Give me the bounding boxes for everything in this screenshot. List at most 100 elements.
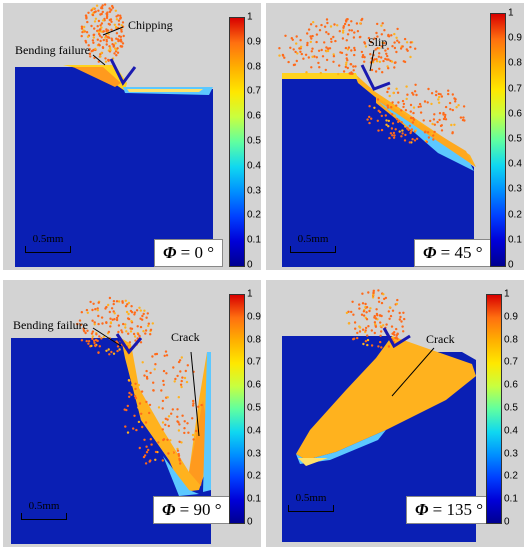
- particle: [108, 46, 112, 50]
- particle: [396, 39, 399, 42]
- particle: [320, 23, 323, 27]
- particle: [179, 370, 182, 373]
- particle: [97, 30, 100, 33]
- particle: [148, 411, 151, 415]
- particle: [401, 129, 404, 132]
- particle: [408, 141, 411, 144]
- particle: [393, 41, 396, 44]
- particle: [358, 326, 362, 329]
- particle: [89, 55, 92, 58]
- particle: [99, 13, 102, 16]
- particle: [191, 417, 194, 420]
- particle: [442, 111, 445, 115]
- particle: [392, 131, 396, 135]
- particle: [317, 49, 321, 52]
- particle: [361, 328, 365, 331]
- particle: [423, 100, 427, 103]
- phi-symbol: Φ: [162, 500, 176, 519]
- particle: [393, 66, 396, 69]
- particle: [393, 331, 396, 334]
- particle: [395, 118, 399, 121]
- particle: [102, 30, 106, 33]
- particle: [91, 308, 94, 312]
- colorbar-tick-label: 0: [508, 259, 514, 271]
- particle: [355, 22, 359, 25]
- particle: [94, 17, 98, 20]
- particle: [374, 317, 378, 320]
- particle: [173, 380, 176, 383]
- particle: [304, 53, 308, 56]
- particle: [315, 40, 318, 44]
- particle: [325, 31, 328, 34]
- particle: [363, 56, 366, 59]
- particle: [370, 117, 373, 120]
- particle: [332, 60, 335, 63]
- particle: [342, 25, 345, 28]
- colorbar-tick-label: 1: [508, 7, 514, 19]
- particle: [418, 102, 422, 106]
- particle: [368, 115, 371, 119]
- particle: [369, 53, 372, 56]
- particle: [375, 60, 379, 63]
- particle: [364, 45, 368, 48]
- particle: [334, 39, 337, 43]
- particle: [131, 383, 134, 387]
- particle: [437, 92, 440, 96]
- particle: [101, 10, 105, 14]
- particle: [389, 132, 393, 135]
- particle: [85, 308, 89, 312]
- particle: [110, 39, 114, 42]
- particle: [100, 337, 103, 340]
- particle: [371, 296, 375, 299]
- particle: [127, 317, 131, 321]
- particle: [82, 327, 85, 330]
- particle: [362, 342, 365, 346]
- particle: [360, 50, 364, 54]
- particle: [348, 72, 351, 75]
- particle: [181, 414, 184, 417]
- particle: [100, 22, 104, 25]
- particle: [86, 20, 89, 24]
- particle: [108, 296, 112, 300]
- particle: [185, 380, 189, 384]
- particle: [352, 36, 356, 39]
- particle: [129, 330, 133, 333]
- particle: [373, 106, 376, 110]
- particle: [358, 330, 362, 333]
- particle: [326, 47, 330, 50]
- particle: [129, 327, 132, 330]
- particle: [139, 341, 143, 344]
- particle: [167, 415, 171, 418]
- particle: [396, 298, 399, 302]
- particle: [169, 439, 172, 442]
- particle: [376, 35, 379, 38]
- particle: [395, 327, 398, 331]
- particle: [92, 339, 96, 342]
- particle: [387, 310, 390, 313]
- particle: [99, 39, 102, 43]
- particle: [134, 387, 137, 391]
- label-chipping: Chipping: [128, 18, 173, 32]
- particle: [298, 47, 301, 50]
- particle: [352, 338, 355, 341]
- particle: [120, 24, 123, 27]
- particle: [370, 329, 373, 332]
- particle: [108, 310, 112, 314]
- particle: [121, 301, 124, 304]
- colorbar-tick-label: 0.2: [247, 470, 261, 482]
- particle: [92, 36, 96, 39]
- particle: [344, 46, 348, 50]
- particle: [382, 324, 385, 327]
- particle: [94, 308, 97, 311]
- scale-bar-135: 0.5mm: [288, 492, 334, 512]
- particle: [99, 24, 102, 27]
- particle: [440, 129, 444, 132]
- particle: [388, 306, 392, 309]
- particle: [381, 71, 384, 74]
- particle: [320, 48, 323, 52]
- particle: [430, 92, 434, 95]
- particle: [127, 379, 131, 382]
- particle: [142, 330, 145, 333]
- particle: [306, 32, 309, 35]
- scale-bar-45: 0.5mm: [290, 233, 336, 253]
